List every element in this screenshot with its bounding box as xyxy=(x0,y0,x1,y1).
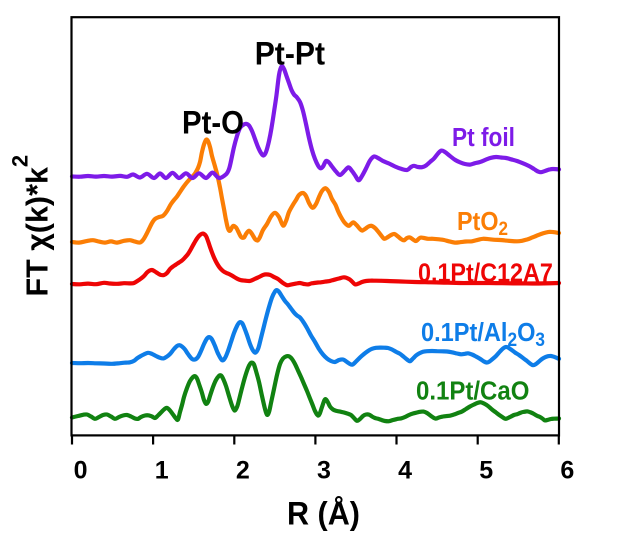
svg-text:3: 3 xyxy=(317,456,331,484)
svg-text:1: 1 xyxy=(155,456,169,484)
svg-text:2: 2 xyxy=(236,456,250,484)
svg-text:0.1Pt/CaO: 0.1Pt/CaO xyxy=(416,377,529,406)
svg-text:Pt foil: Pt foil xyxy=(452,124,515,153)
svg-text:Pt-Pt: Pt-Pt xyxy=(255,35,325,71)
svg-text:5: 5 xyxy=(479,456,493,484)
svg-text:4: 4 xyxy=(398,456,412,484)
svg-text:6: 6 xyxy=(560,456,574,484)
svg-text:0.1Pt/C12A7: 0.1Pt/C12A7 xyxy=(418,259,553,287)
svg-text:0.1Pt/Al2O3: 0.1Pt/Al2O3 xyxy=(421,319,545,350)
svg-text:Pt-O: Pt-O xyxy=(182,104,244,140)
svg-text:0: 0 xyxy=(74,456,88,484)
svg-text:R (Å): R (Å) xyxy=(287,496,360,532)
